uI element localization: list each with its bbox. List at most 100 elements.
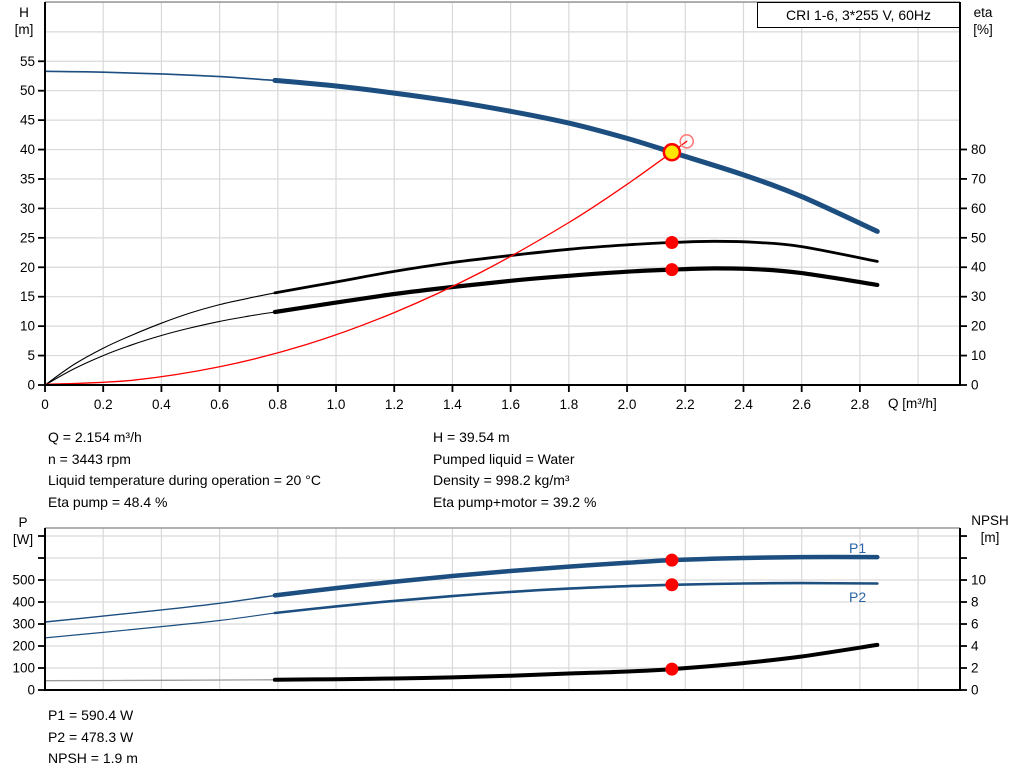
annotation-left-column: Q = 2.154 m³/h n = 3443 rpm Liquid tempe… <box>48 427 321 513</box>
npsh-axis-symbol: NPSH <box>971 513 1009 528</box>
system-curve <box>44 140 688 386</box>
right-tick-label: 0 <box>971 378 979 393</box>
left-tick-label: 55 <box>20 54 35 69</box>
x-tick-label: 0.2 <box>94 397 113 412</box>
h-axis-symbol: H <box>19 5 29 20</box>
eta-pump-dot <box>665 236 679 250</box>
annotation-n: n = 3443 rpm <box>48 450 131 467</box>
right-tick-label: 6 <box>971 617 979 632</box>
x-tick-label: 1.6 <box>501 397 520 412</box>
x-tick-label: 2.2 <box>676 397 695 412</box>
x-tick-label: 1.4 <box>443 397 462 412</box>
p-axis-symbol: P <box>18 515 28 530</box>
right-tick-label: 70 <box>971 171 986 186</box>
pump-curve <box>272 77 880 234</box>
rated-point-marker <box>679 134 695 149</box>
left-tick-label: 300 <box>12 617 35 632</box>
left-tick-label: 500 <box>12 573 35 588</box>
right-tick-label: 4 <box>971 639 979 654</box>
npsh-curve-thin <box>44 679 276 682</box>
left-tick-label: 10 <box>20 319 35 334</box>
right-tick-label: 10 <box>971 348 986 363</box>
npsh-dot <box>665 662 679 676</box>
p2-series-label: P2 <box>849 589 867 605</box>
p-axis-unit-label: P [W] <box>6 514 40 548</box>
bottom-chart: 0 100 200 300 400 500 0 2 4 6 8 10 <box>12 527 986 698</box>
eta-pump-motor-dot <box>665 263 679 277</box>
right-tick-label: 2 <box>971 661 979 676</box>
left-tick-label: 50 <box>20 83 35 98</box>
x-tick-label: 1.8 <box>559 397 578 412</box>
left-tick-label: 0 <box>27 683 35 698</box>
annotation-bottom-column: P1 = 590.4 W P2 = 478.3 W NPSH = 1.9 m <box>48 705 138 770</box>
x-tick-label: 2.0 <box>618 397 637 412</box>
left-tick-label: 20 <box>20 260 35 275</box>
annotation-eta-pump: Eta pump = 48.4 % <box>48 493 168 510</box>
right-tick-label: 8 <box>971 595 979 610</box>
right-tick-label: 0 <box>971 683 979 698</box>
x-tick-label: 2.8 <box>850 397 869 412</box>
p-axis-unit: [W] <box>12 532 34 547</box>
p2-curve-thin <box>44 612 276 639</box>
left-tick-label: 5 <box>27 348 35 363</box>
annotation-p2: P2 = 478.3 W <box>48 728 134 745</box>
eta-pump-curve-thin <box>44 292 276 386</box>
right-tick-label: 80 <box>971 142 986 157</box>
right-tick-label: 40 <box>971 260 986 275</box>
eta-pump-motor-curve <box>272 266 880 315</box>
left-tick-label: 40 <box>20 142 35 157</box>
eta-pump-curve <box>273 239 879 295</box>
top-chart: 0 5 10 15 20 25 30 35 40 45 50 55 0 10 20 30 40 50 60 70 80 0… <box>20 1 986 412</box>
p1-curve-thin <box>44 594 276 623</box>
left-tick-label: 100 <box>12 661 35 676</box>
right-tick-label: 20 <box>971 319 986 334</box>
h-axis-unit: [m] <box>14 22 34 37</box>
axis-ticks: 0 5 10 15 20 25 30 35 40 45 50 55 0 10 20 30 40 50 60 70 80 0… <box>20 54 986 412</box>
p1-series-label: P1 <box>849 540 867 556</box>
eta-axis-unit-label: eta [%] <box>963 4 1003 38</box>
left-tick-label: 400 <box>12 595 35 610</box>
plot-frame <box>44 1 961 386</box>
annotation-p1: P1 = 590.4 W <box>48 707 134 723</box>
left-tick-label: 25 <box>20 230 35 245</box>
x-tick-label: 0 <box>41 397 49 412</box>
x-tick-label: 0.4 <box>152 397 171 412</box>
h-axis-unit-label: H [m] <box>8 4 40 38</box>
axis-ticks: 0 100 200 300 400 500 0 2 4 6 8 10 <box>12 535 986 698</box>
pump-curve-thin <box>44 70 276 82</box>
x-tick-label: 1.0 <box>327 397 346 412</box>
plot-frame <box>44 527 961 691</box>
npsh-axis-unit: [m] <box>980 530 1000 545</box>
pump-title-box: CRI 1-6, 3*255 V, 60Hz <box>757 2 960 28</box>
right-tick-label: 50 <box>971 230 986 245</box>
annotation-pumped-liquid: Pumped liquid = Water <box>433 450 575 467</box>
npsh-axis-unit-label: NPSH [m] <box>960 512 1020 546</box>
annotation-npsh: NPSH = 1.9 m <box>48 750 138 767</box>
right-tick-label: 10 <box>971 573 986 588</box>
right-tick-label: 30 <box>971 289 986 304</box>
p1-dot <box>665 553 679 567</box>
p2-dot <box>665 578 679 592</box>
left-tick-label: 45 <box>20 113 35 128</box>
q-axis-label: Q [m³/h] <box>888 396 937 411</box>
npsh-curve <box>272 642 880 682</box>
eta-axis-unit: [%] <box>973 22 993 37</box>
left-tick-label: 35 <box>20 171 35 186</box>
x-tick-label: 1.2 <box>385 397 404 412</box>
left-tick-label: 30 <box>20 201 35 216</box>
duty-point-marker <box>662 143 682 162</box>
annotation-q: Q = 2.154 m³/h <box>48 429 142 445</box>
x-tick-label: 2.6 <box>792 397 811 412</box>
left-tick-label: 0 <box>27 378 35 393</box>
gridlines <box>45 1 960 385</box>
annotation-liquid-temperature: Liquid temperature during operation = 20… <box>48 472 321 489</box>
left-tick-label: 200 <box>12 639 35 654</box>
annotation-density: Density = 998.2 kg/m³ <box>433 472 570 489</box>
gridlines <box>45 528 960 690</box>
eta-pump-motor-curve-thin <box>44 311 276 386</box>
p1-curve <box>272 554 880 598</box>
annotation-eta-pump-motor: Eta pump+motor = 39.2 % <box>433 493 597 510</box>
left-tick-label: 15 <box>20 289 35 304</box>
